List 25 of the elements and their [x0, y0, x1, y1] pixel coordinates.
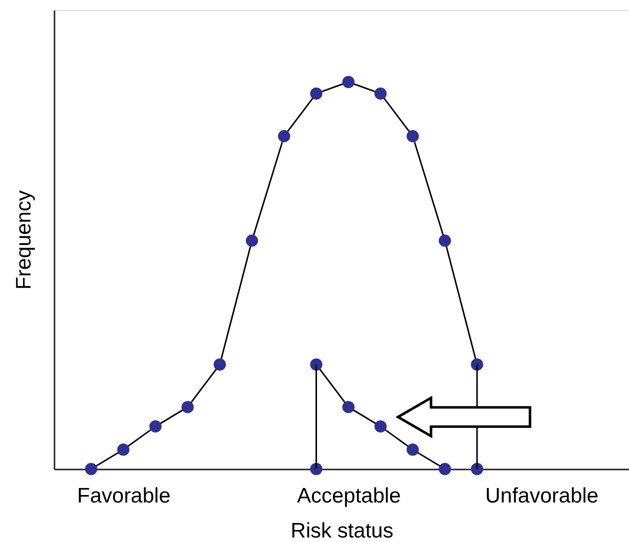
point — [278, 130, 290, 142]
point — [310, 358, 322, 371]
x-tick-label: Favorable — [77, 484, 171, 508]
point — [117, 444, 130, 456]
point — [406, 444, 419, 456]
x-tick-label: Acceptable — [296, 484, 401, 508]
point — [438, 462, 452, 476]
point — [406, 130, 419, 142]
point — [182, 400, 194, 414]
point — [438, 234, 452, 247]
point — [246, 234, 258, 247]
x-axis-title: Risk status — [290, 520, 394, 542]
point — [374, 420, 387, 433]
x-tick-label: Unfavorable — [485, 484, 598, 508]
point — [470, 358, 484, 371]
point — [342, 76, 355, 88]
point — [149, 420, 162, 433]
point — [470, 462, 484, 476]
point — [374, 87, 387, 100]
y-axis-title: Frequency — [12, 190, 36, 290]
point — [310, 87, 322, 100]
point — [214, 358, 226, 371]
point — [342, 400, 355, 414]
point — [310, 462, 322, 476]
point — [85, 462, 98, 476]
